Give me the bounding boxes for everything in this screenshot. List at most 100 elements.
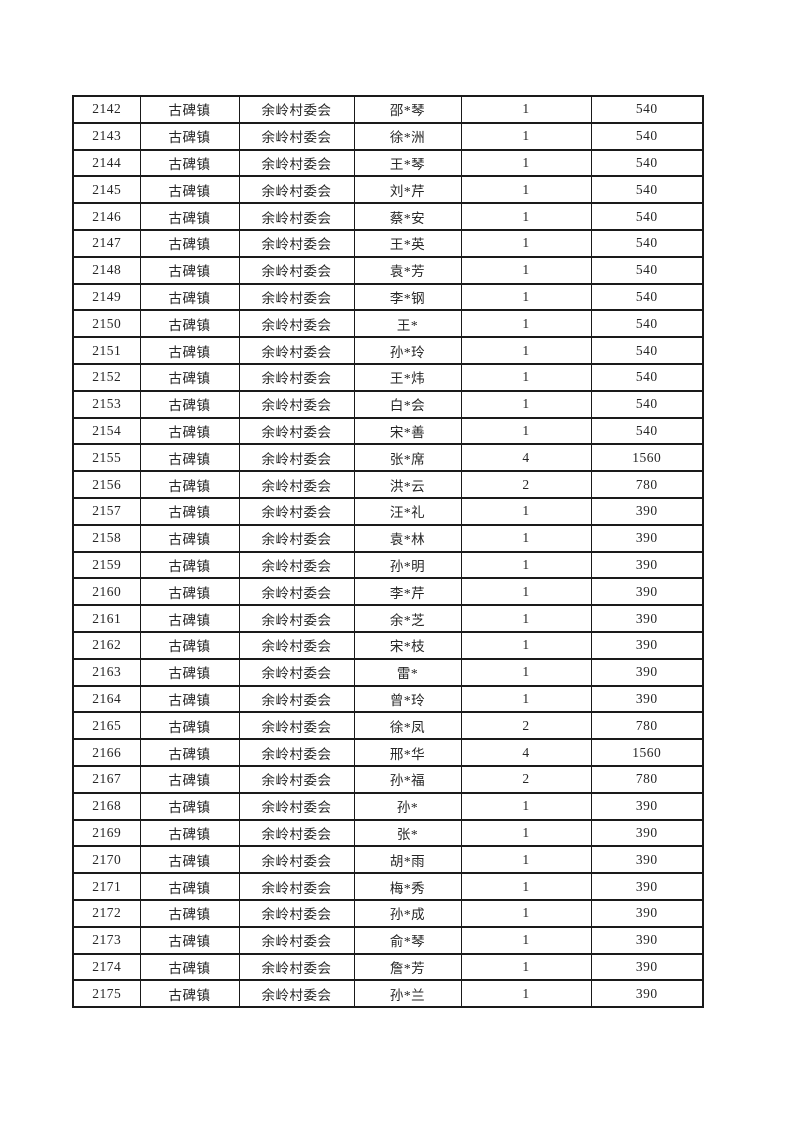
cell-town: 古碑镇 [139,148,240,178]
cell-count: 1 [460,336,592,365]
cell-count: 1 [460,550,592,580]
cell-town: 古碑镇 [139,336,240,365]
cell-count: 1 [460,630,592,660]
cell-serial: 2164 [72,684,141,714]
cell-name: 汪*礼 [353,496,462,526]
cell-amount: 540 [590,362,704,392]
cell-town: 古碑镇 [139,711,240,741]
cell-amount: 390 [590,952,704,982]
table-row: 2165 古碑镇 余岭村委会 徐*凤 2 780 [72,711,704,741]
cell-name: 邢*华 [353,738,462,767]
table-row: 2164 古碑镇 余岭村委会 曾*玲 1 390 [72,684,704,714]
cell-count: 1 [460,925,592,955]
cell-village: 余岭村委会 [238,791,355,821]
table-row: 2149 古碑镇 余岭村委会 李*钢 1 540 [72,282,704,312]
cell-serial: 2161 [72,604,141,633]
cell-village: 余岭村委会 [238,577,355,607]
cell-amount: 390 [590,925,704,955]
cell-name: 洪*云 [353,470,462,499]
cell-count: 1 [460,416,592,446]
cell-village: 余岭村委会 [238,362,355,392]
cell-town: 古碑镇 [139,389,240,419]
cell-town: 古碑镇 [139,791,240,821]
cell-village: 余岭村委会 [238,416,355,446]
cell-count: 1 [460,684,592,714]
cell-name: 孙*明 [353,550,462,580]
cell-amount: 540 [590,416,704,446]
cell-count: 2 [460,764,592,794]
cell-village: 余岭村委会 [238,764,355,794]
cell-town: 古碑镇 [139,175,240,205]
cell-amount: 540 [590,202,704,231]
cell-name: 孙*福 [353,764,462,794]
cell-village: 余岭村委会 [238,818,355,848]
cell-serial: 2175 [72,979,141,1009]
cell-name: 雷* [353,657,462,687]
cell-village: 余岭村委会 [238,630,355,660]
cell-amount: 390 [590,684,704,714]
cell-village: 余岭村委会 [238,336,355,365]
cell-amount: 540 [590,255,704,285]
cell-amount: 390 [590,818,704,848]
table-row: 2144 古碑镇 余岭村委会 王*琴 1 540 [72,148,704,178]
cell-serial: 2154 [72,416,141,446]
cell-count: 1 [460,657,592,687]
cell-count: 1 [460,362,592,392]
cell-town: 古碑镇 [139,979,240,1009]
cell-serial: 2162 [72,630,141,660]
table-row: 2148 古碑镇 余岭村委会 袁*芳 1 540 [72,255,704,285]
cell-count: 1 [460,818,592,848]
cell-serial: 2144 [72,148,141,178]
cell-town: 古碑镇 [139,95,240,124]
table-row: 2145 古碑镇 余岭村委会 刘*芹 1 540 [72,175,704,205]
cell-name: 王*炜 [353,362,462,392]
cell-amount: 780 [590,470,704,499]
cell-count: 4 [460,738,592,767]
cell-village: 余岭村委会 [238,202,355,231]
cell-count: 1 [460,496,592,526]
cell-town: 古碑镇 [139,925,240,955]
cell-amount: 540 [590,95,704,124]
cell-village: 余岭村委会 [238,496,355,526]
table-row: 2147 古碑镇 余岭村委会 王*英 1 540 [72,228,704,258]
cell-serial: 2166 [72,738,141,767]
cell-serial: 2157 [72,496,141,526]
cell-village: 余岭村委会 [238,282,355,312]
table-row: 2159 古碑镇 余岭村委会 孙*明 1 390 [72,550,704,580]
cell-village: 余岭村委会 [238,898,355,928]
cell-amount: 390 [590,496,704,526]
cell-town: 古碑镇 [139,523,240,553]
cell-village: 余岭村委会 [238,121,355,151]
table-row: 2163 古碑镇 余岭村委会 雷* 1 390 [72,657,704,687]
cell-serial: 2172 [72,898,141,928]
cell-serial: 2146 [72,202,141,231]
cell-serial: 2170 [72,845,141,875]
table-row: 2152 古碑镇 余岭村委会 王*炜 1 540 [72,362,704,392]
cell-amount: 540 [590,148,704,178]
cell-name: 宋*善 [353,416,462,446]
cell-count: 1 [460,175,592,205]
cell-amount: 1560 [590,443,704,473]
cell-town: 古碑镇 [139,898,240,928]
cell-serial: 2152 [72,362,141,392]
cell-serial: 2158 [72,523,141,553]
cell-count: 1 [460,791,592,821]
cell-name: 邵*琴 [353,95,462,124]
cell-count: 1 [460,95,592,124]
table-row: 2160 古碑镇 余岭村委会 李*芹 1 390 [72,577,704,607]
cell-serial: 2153 [72,389,141,419]
cell-serial: 2143 [72,121,141,151]
cell-serial: 2163 [72,657,141,687]
cell-town: 古碑镇 [139,738,240,767]
cell-village: 余岭村委会 [238,738,355,767]
cell-name: 张* [353,818,462,848]
cell-name: 徐*洲 [353,121,462,151]
cell-amount: 390 [590,872,704,901]
cell-amount: 540 [590,282,704,312]
table-row: 2166 古碑镇 余岭村委会 邢*华 4 1560 [72,738,704,767]
cell-count: 1 [460,577,592,607]
cell-name: 梅*秀 [353,872,462,901]
table-row: 2172 古碑镇 余岭村委会 孙*成 1 390 [72,898,704,928]
table-body: 2142 古碑镇 余岭村委会 邵*琴 1 540 2143 古碑镇 余岭村委会 徐*洲 1 540 21… [72,95,704,1009]
